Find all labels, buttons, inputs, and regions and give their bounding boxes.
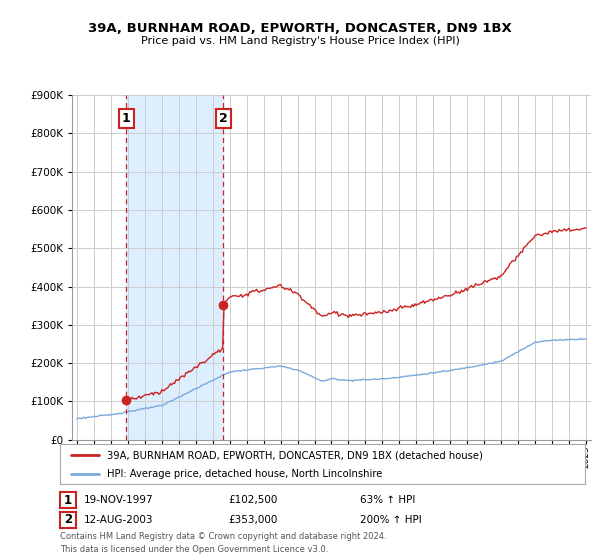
- Text: 1: 1: [64, 493, 72, 507]
- Text: 2: 2: [64, 513, 72, 526]
- Text: 63% ↑ HPI: 63% ↑ HPI: [360, 495, 415, 505]
- Text: 39A, BURNHAM ROAD, EPWORTH, DONCASTER, DN9 1BX: 39A, BURNHAM ROAD, EPWORTH, DONCASTER, D…: [88, 22, 512, 35]
- Text: 200% ↑ HPI: 200% ↑ HPI: [360, 515, 422, 525]
- Text: HPI: Average price, detached house, North Lincolnshire: HPI: Average price, detached house, Nort…: [107, 469, 383, 479]
- Text: 39A, BURNHAM ROAD, EPWORTH, DONCASTER, DN9 1BX (detached house): 39A, BURNHAM ROAD, EPWORTH, DONCASTER, D…: [107, 450, 483, 460]
- Text: Contains HM Land Registry data © Crown copyright and database right 2024.
This d: Contains HM Land Registry data © Crown c…: [60, 532, 386, 553]
- Text: Price paid vs. HM Land Registry's House Price Index (HPI): Price paid vs. HM Land Registry's House …: [140, 36, 460, 46]
- Bar: [126, 95, 223, 440]
- Text: 1: 1: [122, 111, 130, 125]
- Text: 19-NOV-1997: 19-NOV-1997: [83, 495, 153, 505]
- Text: £353,000: £353,000: [228, 515, 277, 525]
- Text: 2: 2: [219, 111, 227, 125]
- Text: £102,500: £102,500: [228, 495, 277, 505]
- Text: 12-AUG-2003: 12-AUG-2003: [83, 515, 153, 525]
